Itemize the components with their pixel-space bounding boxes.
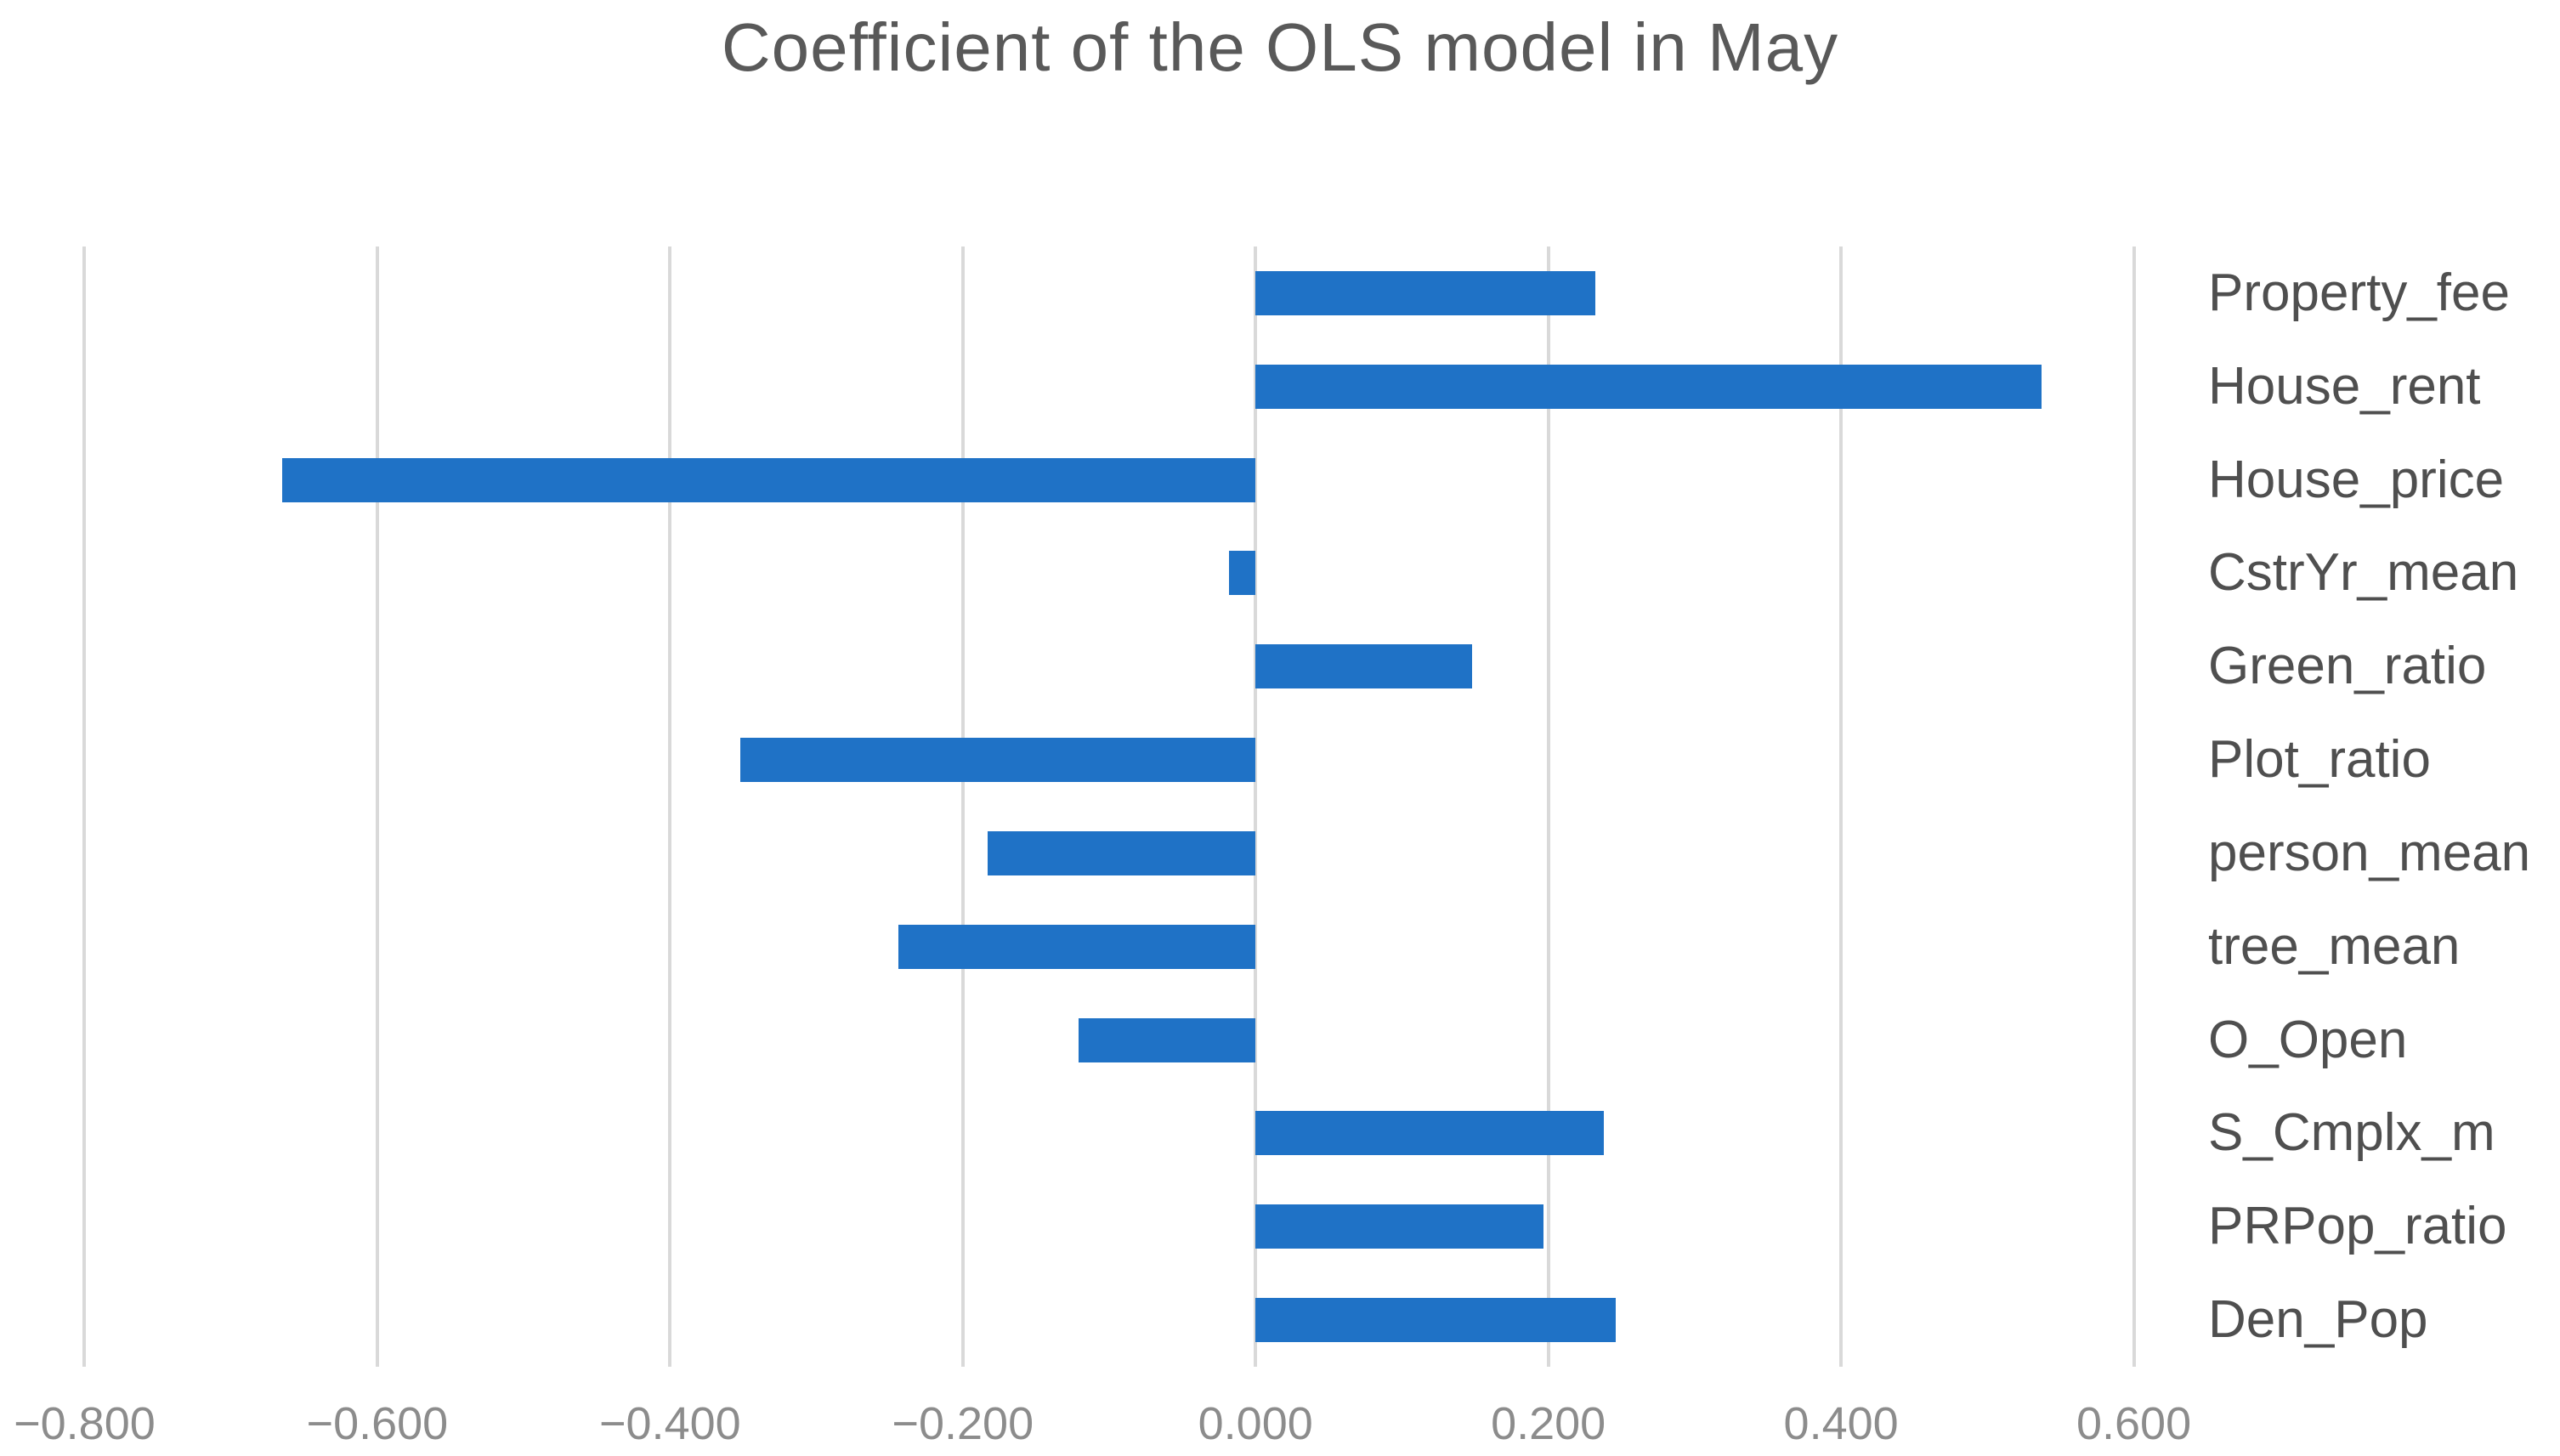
gridline (1254, 246, 1258, 1367)
x-tick-label: 0.000 (1198, 1398, 1313, 1449)
bar-Den_Pop (1255, 1298, 1616, 1343)
x-tick-label: −0.600 (306, 1398, 449, 1449)
x-tick-label: −0.200 (892, 1398, 1034, 1449)
gridline (1546, 246, 1550, 1367)
category-label: tree_mean (2208, 916, 2461, 976)
bar-Plot_ratio (740, 738, 1256, 783)
category-label: House_rent (2208, 356, 2481, 416)
bar-PRPop_ratio (1255, 1204, 1544, 1249)
gridline (960, 246, 965, 1367)
category-label: House_price (2208, 450, 2505, 509)
x-tick-label: 0.400 (1783, 1398, 1899, 1449)
bar-House_rent (1255, 364, 2042, 409)
bar-Green_ratio (1255, 644, 1473, 689)
bar-Property_fee (1255, 270, 1595, 315)
category-label: Plot_ratio (2208, 730, 2431, 790)
bar-person_mean (988, 830, 1256, 875)
category-label: S_Cmplx_m (2208, 1103, 2495, 1163)
x-tick-label: 0.600 (2076, 1398, 2192, 1449)
x-tick-label: 0.200 (1491, 1398, 1606, 1449)
category-label: PRPop_ratio (2208, 1197, 2507, 1256)
bar-tree_mean (898, 924, 1256, 969)
gridline (2132, 246, 2136, 1367)
category-label: Den_Pop (2208, 1290, 2428, 1350)
category-label: Property_fee (2208, 263, 2510, 322)
gridline (82, 246, 87, 1367)
gridline (668, 246, 672, 1367)
category-label: O_Open (2208, 1010, 2408, 1069)
category-label: CstrYr_mean (2208, 543, 2519, 603)
x-tick-label: −0.800 (14, 1398, 156, 1449)
x-tick-label: −0.400 (598, 1398, 741, 1449)
category-label: Green_ratio (2208, 637, 2487, 696)
bar-House_price (281, 457, 1256, 502)
gridline (375, 246, 379, 1367)
gridline (1839, 246, 1844, 1367)
chart-title: Coefficient of the OLS model in May (721, 9, 1839, 85)
bar-S_Cmplx_m (1255, 1111, 1605, 1156)
category-label: person_mean (2208, 823, 2531, 882)
bar-O_Open (1078, 1017, 1256, 1062)
bar-CstrYr_mean (1229, 551, 1256, 596)
